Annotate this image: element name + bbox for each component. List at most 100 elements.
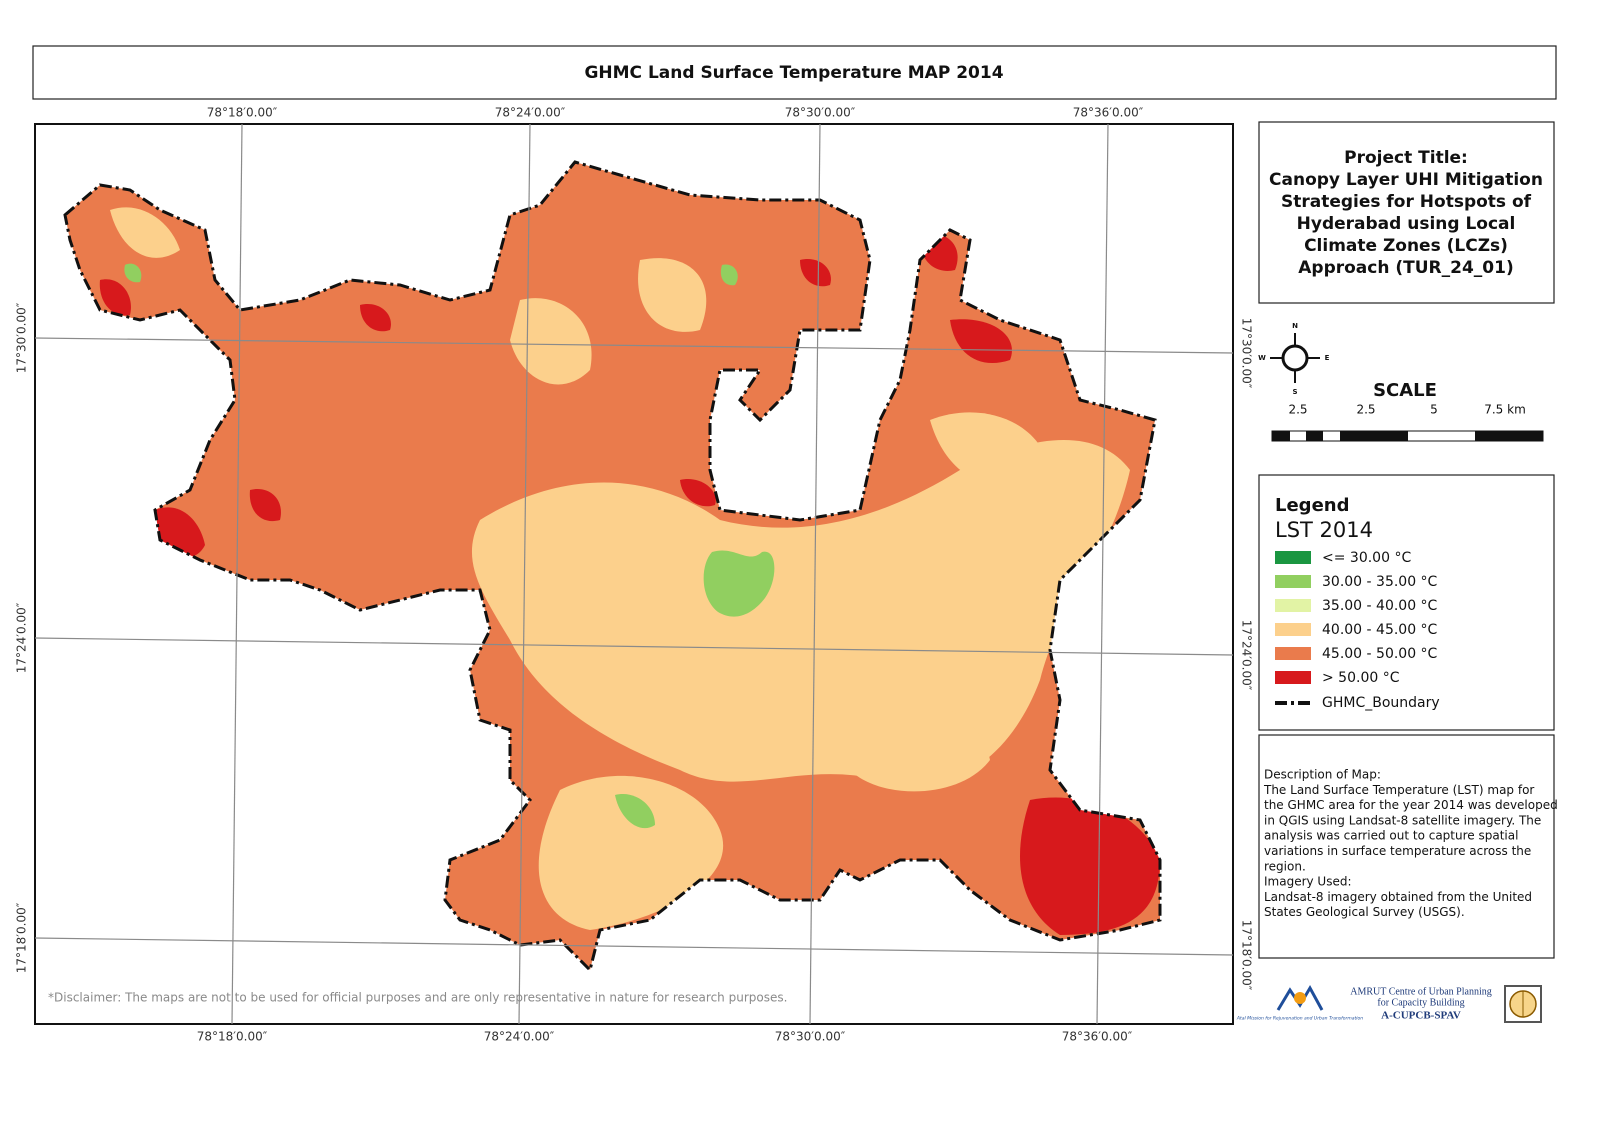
scale-title: SCALE — [1373, 380, 1437, 401]
hotspot — [800, 259, 831, 287]
cool-zone — [471, 440, 1130, 786]
scale-label: 7.5 km — [1484, 403, 1526, 417]
disclaimer: *Disclaimer: The maps are not to be used… — [48, 991, 787, 1005]
description-line: States Geological Survey (USGS). — [1264, 905, 1465, 919]
description-line: the GHMC area for the year 2014 was deve… — [1264, 798, 1558, 812]
map-title: GHMC Land Surface Temperature MAP 2014 — [584, 63, 1003, 83]
project-title-line: Strategies for Hotspots of — [1281, 192, 1532, 212]
amrut-caption: Atal Mission for Rejuvenation and Urban … — [1236, 1016, 1363, 1022]
north-arrow: N S W E — [1258, 322, 1329, 396]
description-box — [1258, 734, 1555, 959]
description-line: Description of Map: — [1264, 768, 1381, 782]
lon-label-bottom: 78°36′0.00″ — [1062, 1030, 1133, 1044]
cool-zone — [538, 775, 724, 930]
lon-label-top: 78°36′0.00″ — [1073, 106, 1144, 120]
cool-zone — [638, 258, 707, 332]
description-line: variations in surface temperature across… — [1264, 844, 1531, 858]
project-title: Project Title:Canopy Layer UHI Mitigatio… — [1269, 148, 1543, 278]
grid-line — [34, 337, 1234, 354]
lon-label-bottom: 78°18′0.00″ — [197, 1030, 268, 1044]
lat-label-left: 17°30′0.00″ — [15, 302, 29, 373]
hotspot — [1020, 797, 1160, 935]
compass-n: N — [1292, 322, 1298, 330]
amrut-logo-dot — [1294, 992, 1306, 1004]
green-patch — [720, 264, 738, 286]
logos: Atal Mission for Rejuvenation and Urban … — [1236, 984, 1542, 1023]
lake — [703, 550, 775, 617]
scale-label: 5 — [1430, 403, 1438, 417]
graticule — [34, 123, 1234, 1025]
compass-s: S — [1292, 388, 1297, 396]
scale-bar — [1271, 430, 1544, 442]
scale-labels: 2.5 2.5 5 7.5 km — [1288, 403, 1525, 417]
legend-items: <= 30.00 °C 30.00 - 35.00 °C 35.00 - 40.00… — [1275, 550, 1438, 686]
legend-swatch — [1275, 599, 1311, 612]
green-patch — [615, 794, 655, 829]
lat-label-right: 17°30′0.00″ — [1240, 318, 1254, 389]
compass-w: W — [1258, 354, 1266, 362]
hotspot — [680, 479, 716, 507]
centre-line1: AMRUT Centre of Urban Planning — [1350, 986, 1491, 997]
project-title-line: Approach (TUR_24_01) — [1298, 258, 1513, 278]
scale-segment — [1272, 431, 1290, 441]
lon-label-bottom: 78°24′0.00″ — [484, 1030, 555, 1044]
lon-label-top: 78°24′0.00″ — [495, 106, 566, 120]
scale-segment — [1306, 431, 1323, 441]
scale-label: 2.5 — [1288, 403, 1307, 417]
lat-label-right: 17°24′0.00″ — [1240, 620, 1254, 691]
hotspot — [360, 304, 391, 332]
cool-zone — [110, 207, 180, 258]
coordinate-labels: 78°18′0.00″ 78°18′0.00″ 78°24′0.00″ 78°24′0… — [15, 106, 1254, 1044]
legend-layer: LST 2014 — [1275, 518, 1373, 542]
lon-label-top: 78°30′0.00″ — [785, 106, 856, 120]
legend-label: > 50.00 °C — [1322, 670, 1400, 686]
hotspot — [99, 279, 131, 316]
project-title-line: Hyderabad using Local — [1297, 214, 1516, 234]
description-line: Landsat-8 imagery obtained from the Unit… — [1264, 890, 1532, 904]
project-title-line: Project Title: — [1344, 148, 1468, 168]
class-above-50 — [99, 233, 1160, 935]
lat-label-left: 17°24′0.00″ — [15, 602, 29, 673]
hotspot — [249, 489, 281, 522]
cool-zone — [850, 697, 990, 792]
legend-label: 35.00 - 40.00 °C — [1322, 598, 1438, 614]
legend-label: <= 30.00 °C — [1322, 550, 1411, 566]
lat-label-left: 17°18′0.00″ — [15, 902, 29, 973]
legend-heading: Legend — [1275, 495, 1349, 516]
project-title-line: Climate Zones (LCZs) — [1304, 236, 1508, 256]
ghmc-boundary — [63, 160, 1162, 973]
scale-segment — [1340, 431, 1408, 441]
grid-line — [809, 123, 821, 1025]
description-line: analysis was carried out to capture spat… — [1264, 829, 1518, 843]
description-line: Imagery Used: — [1264, 875, 1352, 889]
class-30-35 — [124, 263, 775, 829]
description-line: in QGIS using Landsat-8 satellite imager… — [1264, 813, 1541, 827]
title-box — [32, 45, 1557, 100]
legend-label: 30.00 - 35.00 °C — [1322, 574, 1438, 590]
lon-label-bottom: 78°30′0.00″ — [775, 1030, 846, 1044]
project-title-line: Canopy Layer UHI Mitigation — [1269, 170, 1543, 190]
legend-label: 45.00 - 50.00 °C — [1322, 646, 1438, 662]
legend-swatch — [1275, 647, 1311, 660]
grid-line — [34, 637, 1234, 656]
compass-ring — [1281, 344, 1309, 372]
centre-line2: for Capacity Building — [1377, 997, 1464, 1008]
legend-boundary-label: GHMC_Boundary — [1322, 695, 1440, 711]
hotspot — [950, 319, 1012, 364]
grid-line — [1096, 123, 1109, 1025]
description-line: region. — [1264, 859, 1306, 873]
grid-line — [231, 123, 243, 1025]
project-box — [1258, 121, 1555, 304]
green-patch — [124, 263, 142, 283]
centre-code: A-CUPCB-SPAV — [1381, 1010, 1461, 1022]
description-line: The Land Surface Temperature (LST) map f… — [1263, 783, 1534, 797]
legend-swatch — [1275, 575, 1311, 588]
compass-e: E — [1325, 354, 1330, 362]
legend-swatch — [1275, 671, 1311, 684]
grid-line — [518, 123, 531, 1025]
lat-label-right: 17°18′0.00″ — [1240, 920, 1254, 991]
scale-segment — [1475, 431, 1543, 441]
